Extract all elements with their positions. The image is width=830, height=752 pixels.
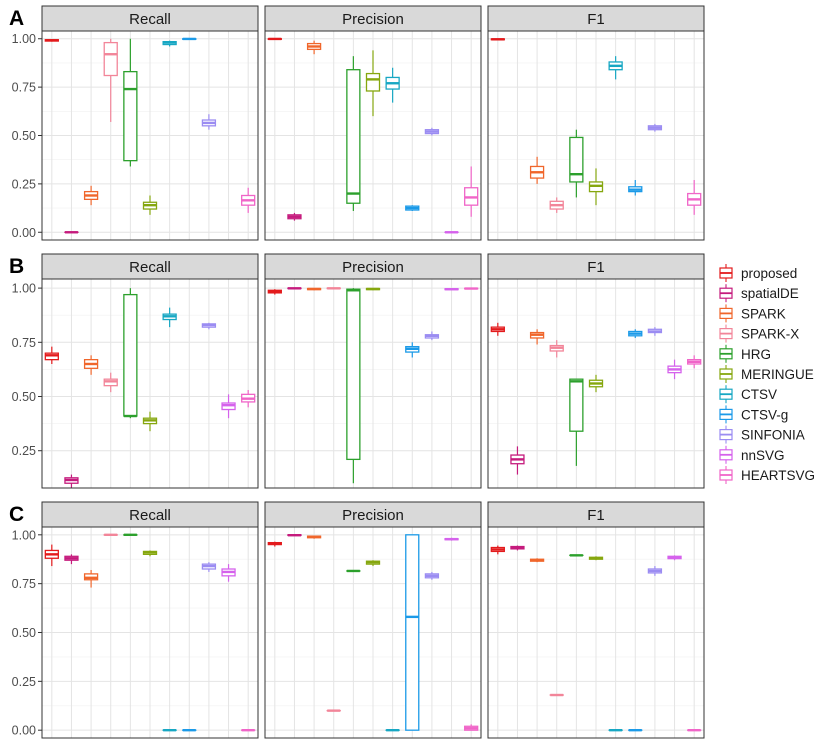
panel-b-ytick-label: 0.75: [12, 336, 36, 350]
panel-c-recall-facet: Recall 0.00 0.25 0.50 0.75 1.00: [12, 502, 258, 738]
legend-label: CTSV-g: [741, 407, 788, 422]
legend-item-sinfonia: SINFONIA: [720, 426, 805, 444]
panel-c-f1-facet: F1: [488, 502, 704, 738]
panel-label-c: C: [9, 503, 24, 526]
panel-a-f1-box-proposed: [491, 39, 504, 40]
panel-c-recall-title: Recall: [129, 507, 171, 524]
panel-c-ytick-label: 0.50: [12, 626, 36, 640]
panel-a-ytick-label: 0.25: [12, 177, 36, 191]
panel-c-ytick-label: 1.00: [12, 528, 36, 542]
panel-a-ytick-label: 1.00: [12, 32, 36, 46]
panel-b-precision-box-heartsvg: [465, 288, 478, 289]
panel-a-ytick-label: 0.00: [12, 226, 36, 240]
panel-b-ytick-label: 0.25: [12, 444, 36, 458]
panel-a-precision-box-ctsv-g: [406, 205, 419, 211]
panel-a-recall-box-proposed: [45, 39, 58, 42]
panel-a-f1-facet: F1: [488, 6, 704, 240]
panel-b-precision-box-spark: [308, 288, 321, 290]
legend-item-ctsv-g: CTSV-g: [720, 405, 788, 423]
panel-c-precision-box-spark: [308, 536, 321, 539]
panel-a-precision-box-proposed: [268, 39, 281, 40]
panel-a-recall-title: Recall: [129, 11, 171, 28]
panel-b-ytick-label: 1.00: [12, 282, 36, 296]
panel-b-precision-box-meringue: [367, 288, 380, 290]
panel-c-precision-box-ctsv-g-body: [406, 535, 419, 730]
panel-b-precision-box-spark-x: [327, 288, 340, 289]
panel-b-precision-box-hrg-body: [347, 289, 360, 459]
panel-a-precision-title: Precision: [342, 11, 404, 28]
panel-a-recall-box-spark-x-body: [104, 43, 117, 76]
panel-c-ytick-label: 0.25: [12, 675, 36, 689]
panel-a-precision-box-hrg-body: [347, 70, 360, 204]
legend-item-spark: SPARK: [720, 304, 786, 322]
panel-a-f1-title: F1: [587, 11, 605, 28]
panel-a-precision-box-meringue-body: [367, 74, 380, 91]
legend-label: HRG: [741, 347, 771, 362]
legend-label: nnSVG: [741, 448, 785, 463]
legend-item-hrg: HRG: [720, 345, 771, 363]
panel-b-precision-facet: Precision: [265, 254, 481, 488]
panel-b-recall-box-hrg-body: [124, 295, 137, 416]
legend-label: SINFONIA: [741, 428, 805, 443]
panel-b-precision-box-nnsvg: [445, 288, 458, 290]
panel-b-precision-box-hrg: [347, 288, 360, 483]
panel-c-precision-title: Precision: [342, 507, 404, 524]
panel-a-ytick-label: 0.50: [12, 129, 36, 143]
legend-item-spark-x: SPARK-X: [720, 325, 799, 343]
panel-c-ytick-label: 0.00: [12, 724, 36, 738]
panel-b-ytick-label: 0.50: [12, 390, 36, 404]
legend-item-meringue: MERINGUE: [720, 365, 814, 383]
panel-b-f1-title: F1: [587, 259, 605, 276]
legend-label: HEARTSVG: [741, 468, 815, 483]
legend-label: MERINGUE: [741, 367, 814, 382]
panel-c-precision-facet: Precision: [265, 502, 481, 738]
panel-b-recall-box-hrg: [124, 288, 137, 418]
panel-c-f1-box-spark: [531, 558, 544, 562]
panel-c-f1-box-meringue: [590, 556, 603, 560]
legend-label: spatialDE: [741, 286, 799, 301]
panel-c-precision-box-spatialde: [288, 535, 301, 536]
panel-label-a: A: [9, 7, 24, 30]
panel-b-precision-box-spatialde: [288, 288, 301, 289]
panel-b-f1-box-hrg-body: [570, 379, 583, 431]
legend: proposed spatialDE SPARK SPARK-X HRG MERINGUE…: [720, 264, 815, 484]
panel-a-precision-box-hrg: [347, 56, 360, 211]
panel-c-ytick-label: 0.75: [12, 577, 36, 591]
panel-b-precision-title: Precision: [342, 259, 404, 276]
panel-a-ytick-label: 0.75: [12, 81, 36, 95]
panel-a-recall-box-hrg-body: [124, 72, 137, 161]
panel-b-recall-title: Recall: [129, 259, 171, 276]
legend-item-nnsvg: nnSVG: [720, 446, 785, 464]
legend-label: CTSV: [741, 387, 777, 402]
panel-label-b: B: [9, 255, 24, 278]
panel-a-precision-facet: Precision: [265, 6, 481, 240]
legend-item-proposed: proposed: [720, 264, 797, 282]
legend-label: SPARK: [741, 306, 786, 321]
panel-c-precision-box-ctsv-g: [406, 535, 419, 730]
legend-label: proposed: [741, 266, 797, 281]
panel-b-f1-facet: F1: [488, 254, 704, 488]
legend-item-ctsv: CTSV: [720, 385, 777, 403]
panel-c-f1-title: F1: [587, 507, 605, 524]
panel-a-recall-box-ctsv-g: [183, 39, 196, 40]
legend-item-heartsvg: HEARTSVG: [720, 466, 815, 484]
legend-item-spatialde: spatialDE: [720, 284, 799, 302]
panel-c-precision-box-nnsvg: [445, 538, 458, 541]
panel-b-recall-facet: Recall 0.25 0.50 0.75 1.00: [12, 254, 258, 488]
panel-a-recall-facet: Recall 0.00 0.25 0.50 0.75 1.00: [12, 6, 258, 240]
legend-label: SPARK-X: [741, 327, 799, 342]
